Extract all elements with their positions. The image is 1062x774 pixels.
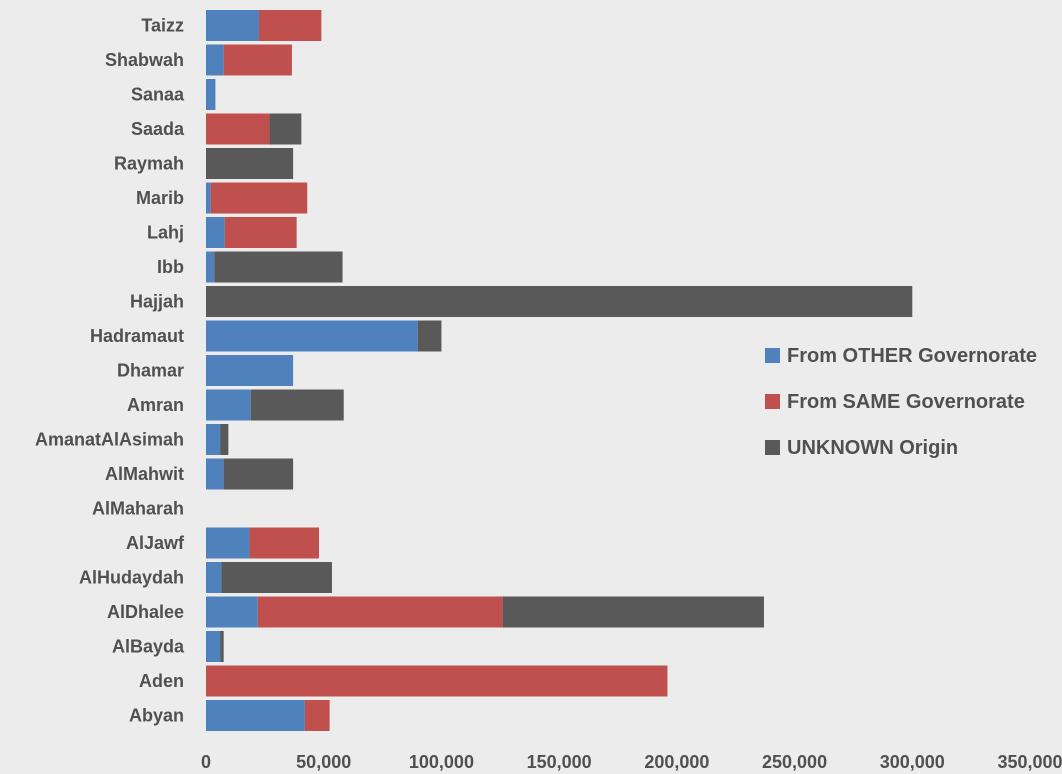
bar-lahj-same — [224, 217, 297, 248]
legend-label-same: From SAME Governorate — [787, 391, 1025, 413]
category-label-lahj: Lahj — [147, 223, 184, 243]
bar-aldhalee-unknown — [502, 596, 764, 628]
bar-sanaa-other — [206, 79, 216, 110]
category-label-marib: Marib — [136, 188, 184, 208]
bar-aldhalee-same — [257, 596, 503, 628]
bar-hadramaut-unknown — [417, 320, 442, 352]
bar-taizz-other — [206, 10, 259, 41]
x-tick-label: 200,000 — [644, 752, 709, 772]
bar-shabwah-same — [223, 44, 292, 76]
x-tick-label: 350,000 — [997, 752, 1062, 772]
bar-dhamar-other — [206, 355, 294, 386]
x-tick-label: 250,000 — [762, 752, 827, 772]
category-label-almahwit: AlMahwit — [105, 464, 184, 484]
bar-ibb-unknown — [214, 251, 343, 283]
bar-marib-same — [210, 182, 308, 214]
category-label-shabwah: Shabwah — [105, 50, 184, 70]
category-label-dhamar: Dhamar — [117, 361, 184, 381]
x-tick-label: 50,000 — [296, 752, 351, 772]
x-tick-label: 150,000 — [527, 752, 592, 772]
bar-abyan-same — [304, 700, 330, 731]
category-label-alhudaydah: AlHudaydah — [79, 568, 184, 588]
bar-albayda-other — [206, 631, 221, 662]
category-label-almaharah: AlMaharah — [92, 499, 184, 519]
bar-saada-unknown — [269, 113, 302, 145]
bar-shabwah-other — [206, 44, 224, 76]
bar-alhudaydah-other — [206, 562, 222, 593]
category-label-hajjah: Hajjah — [130, 292, 184, 312]
bar-amanatalasimah-unknown — [220, 424, 229, 455]
category-label-saada: Saada — [131, 119, 185, 139]
bar-hajjah-unknown — [206, 286, 913, 317]
category-label-taizz: Taizz — [141, 16, 184, 36]
bar-aden-same — [206, 665, 668, 697]
category-label-amanatalasimah: AmanatAlAsimah — [35, 430, 184, 450]
bar-aldhalee-other — [206, 596, 258, 628]
bar-ibb-other — [206, 251, 215, 283]
category-label-aldhalee: AlDhalee — [107, 602, 184, 622]
x-tick-label: 0 — [201, 752, 211, 772]
category-label-amran: Amran — [127, 395, 184, 415]
bar-amanatalasimah-other — [206, 424, 221, 455]
legend-swatch-other — [765, 348, 780, 363]
category-label-hadramaut: Hadramaut — [90, 326, 184, 346]
bar-raymah-unknown — [206, 148, 294, 179]
bar-almahwit-unknown — [223, 458, 294, 490]
bar-taizz-same — [258, 10, 322, 41]
legend-label-unknown: UNKNOWN Origin — [787, 437, 958, 459]
bar-alhudaydah-unknown — [221, 562, 332, 593]
bar-lahj-other — [206, 217, 225, 248]
bar-almahwit-other — [206, 458, 224, 490]
legend-swatch-unknown — [765, 440, 780, 455]
bar-abyan-other — [206, 700, 305, 731]
bar-aljawf-other — [206, 527, 250, 559]
bar-aljawf-same — [249, 527, 319, 559]
x-tick-label: 300,000 — [880, 752, 945, 772]
bar-amran-unknown — [250, 389, 344, 421]
bar-hadramaut-other — [206, 320, 418, 352]
category-label-abyan: Abyan — [129, 706, 184, 726]
bar-saada-same — [206, 113, 270, 145]
bar-amran-other — [206, 389, 251, 421]
category-label-raymah: Raymah — [114, 154, 184, 174]
legend-swatch-same — [765, 394, 780, 409]
bar-marib-other — [206, 182, 211, 214]
category-label-aden: Aden — [139, 671, 184, 691]
category-label-albayda: AlBayda — [112, 637, 185, 657]
legend-label-other: From OTHER Governorate — [787, 345, 1037, 367]
bar-albayda-unknown — [220, 631, 224, 662]
category-label-aljawf: AlJawf — [126, 533, 185, 553]
category-label-ibb: Ibb — [157, 257, 184, 277]
category-label-sanaa: Sanaa — [131, 85, 185, 105]
x-tick-label: 100,000 — [409, 752, 474, 772]
